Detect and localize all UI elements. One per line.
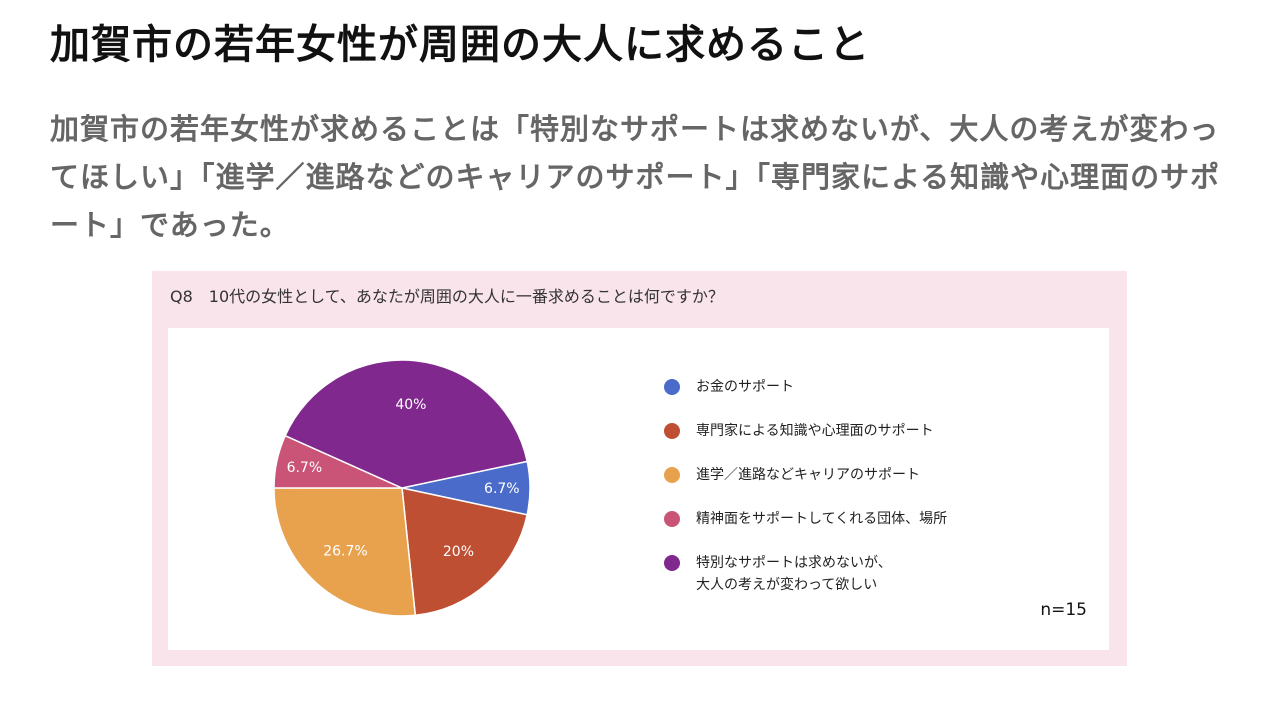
legend-swatch-3	[664, 511, 680, 527]
legend-label-2: 進学／進路などキャリアのサポート	[696, 467, 920, 483]
legend-swatch-1	[664, 423, 680, 439]
legend-swatch-2	[664, 467, 680, 483]
pie-slice-label-4: 40%	[395, 397, 426, 413]
legend-item-1: 専門家による知識や心理面のサポート	[658, 420, 1078, 442]
pie-slice-4	[284, 359, 529, 489]
pie-slice-1	[401, 487, 529, 617]
pie-chart: 6.7% 20% 26.7% 6.7% 40%	[273, 359, 531, 617]
summary-text: 加賀市の若年女性が求めることは「特別なサポートは求めないが、大人の考えが変わって…	[50, 112, 1221, 242]
legend-swatch-4	[664, 555, 680, 571]
legend-swatch-0	[664, 379, 680, 395]
legend-item-3: 精神面をサポートしてくれる団体、場所	[658, 508, 1078, 530]
chart-legend: お金のサポート専門家による知識や心理面のサポート 進学／進路などキャリアのサポート…	[658, 376, 1078, 618]
legend-item-4: 特別なサポートは求めないが、 大人の考えが変わって欲しい	[658, 552, 1078, 596]
legend-item-2: 進学／進路などキャリアのサポート	[658, 464, 1078, 486]
pie-slice-label-0: 6.7%	[484, 481, 520, 497]
pie-slice-label-1: 20%	[443, 544, 474, 560]
legend-label-3: 精神面をサポートしてくれる団体、場所	[696, 511, 948, 527]
sample-size: n=15	[1040, 600, 1087, 620]
legend-item-0: お金のサポート	[658, 376, 1078, 398]
chart-question: Q8 10代の女性として、あなたが周囲の大人に一番求めることは何ですか？	[170, 287, 724, 306]
pie-slice-2	[273, 487, 417, 617]
pie-slice-label-3: 6.7%	[287, 460, 323, 476]
chart-panel: Q8 10代の女性として、あなたが周囲の大人に一番求めることは何ですか？ 6.7…	[152, 271, 1127, 666]
chart-area: 6.7% 20% 26.7% 6.7% 40% お金のサポート専門家による知識や心理面の…	[168, 328, 1109, 650]
legend-label-1: 専門家による知識や心理面のサポート	[696, 423, 934, 439]
pie-slice-label-2: 26.7%	[323, 544, 367, 560]
page-title: 加賀市の若年女性が周囲の大人に求めること	[50, 22, 870, 68]
legend-label-4: 特別なサポートは求めないが、 大人の考えが変わって欲しい	[696, 555, 892, 593]
legend-label-0: お金のサポート	[696, 379, 794, 395]
